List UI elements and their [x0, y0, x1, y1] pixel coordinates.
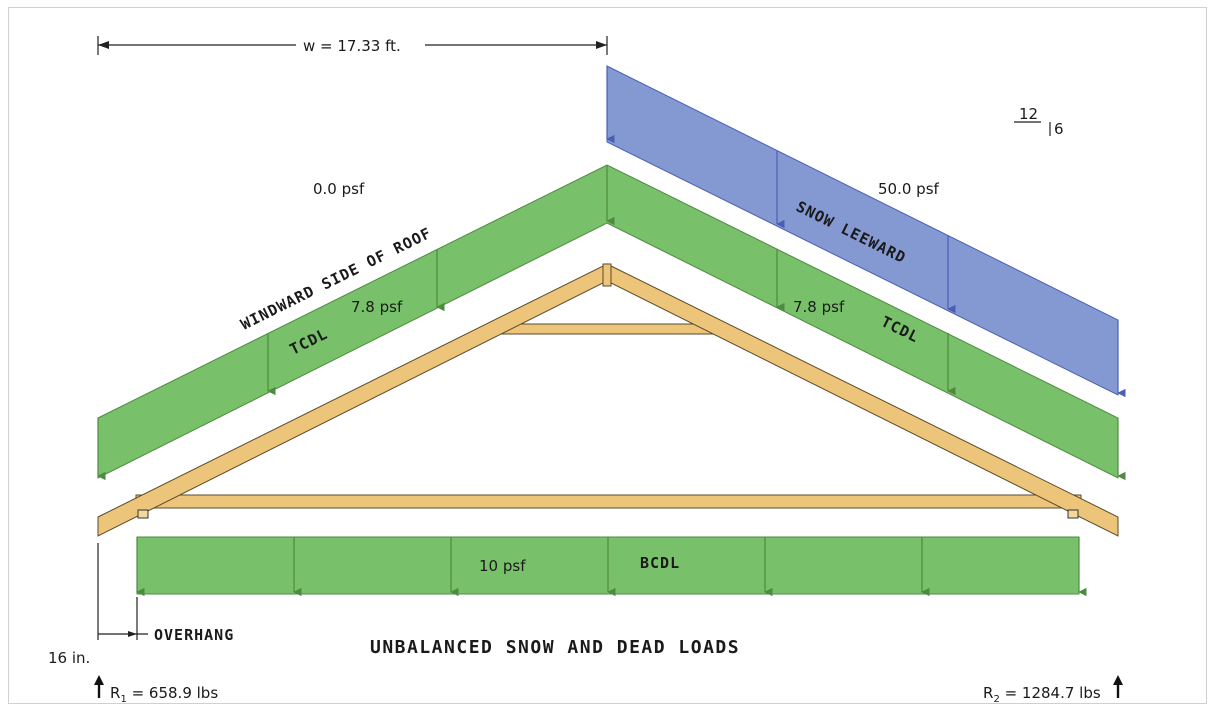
- snow-leeward-load: [606, 65, 1126, 398]
- windward-snow-load-value: 0.0 psf: [313, 180, 365, 198]
- bcdl-label: BCDL: [640, 554, 680, 572]
- overhang-dimension: [97, 543, 148, 640]
- r1-subscript: 1: [120, 694, 126, 705]
- r2-value: = 1284.7 lbs: [1000, 684, 1101, 702]
- reaction-r1: R1 = 658.9 lbs: [94, 675, 218, 705]
- pitch-symbol: [1014, 121, 1051, 136]
- bcdl-load: [136, 536, 1087, 597]
- r2-symbol: R: [983, 684, 993, 702]
- width-label: w = 17.33 ft.: [303, 37, 401, 55]
- svg-text:R2 = 1284.7 lbs: R2 = 1284.7 lbs: [983, 684, 1101, 705]
- r1-value: = 658.9 lbs: [127, 684, 219, 702]
- tcdl-load: [97, 164, 1126, 481]
- leeward-snow-load-value: 50.0 psf: [878, 180, 940, 198]
- pitch-rise: 6: [1054, 120, 1064, 138]
- width-dimension: [97, 36, 608, 55]
- tcdl-left-value: 7.8 psf: [351, 298, 403, 316]
- r2-subscript: 2: [993, 694, 999, 705]
- r1-symbol: R: [110, 684, 120, 702]
- bcdl-value: 10 psf: [479, 557, 526, 575]
- reaction-r2: R2 = 1284.7 lbs: [983, 675, 1123, 705]
- overhang-value: 16 in.: [48, 649, 90, 667]
- roof-truss: [97, 263, 1119, 537]
- pitch-run: 12: [1019, 105, 1038, 123]
- diagram-title: Unbalanced snow and dead loads: [370, 637, 740, 658]
- overhang-label: Overhang: [154, 626, 234, 644]
- figure-frame: [8, 7, 1207, 704]
- tcdl-right-value: 7.8 psf: [793, 298, 845, 316]
- svg-text:R1 = 658.9 lbs: R1 = 658.9 lbs: [110, 684, 218, 705]
